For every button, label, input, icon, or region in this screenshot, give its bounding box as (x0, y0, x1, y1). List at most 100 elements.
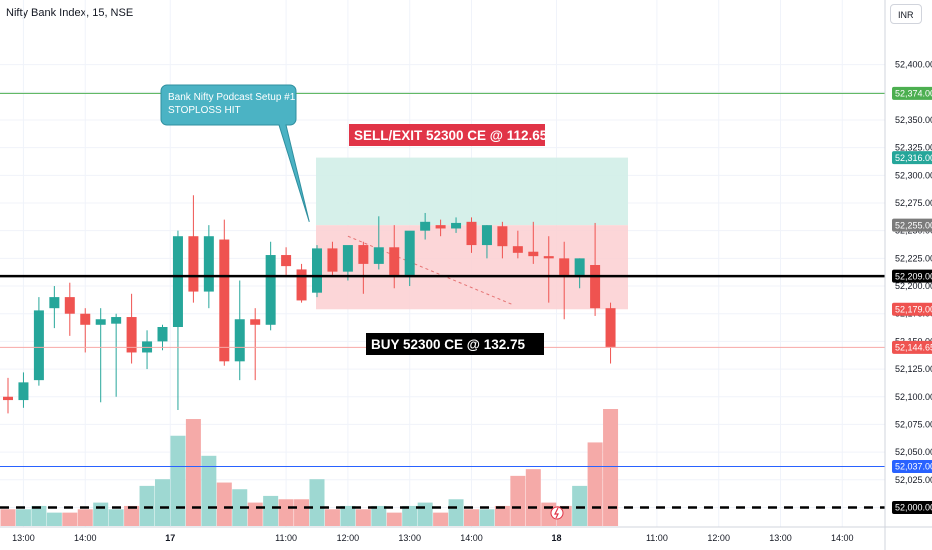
callout-bubble[interactable] (160, 84, 310, 222)
y-tick-label: 52,125.00 (895, 364, 932, 374)
volume-bar (62, 512, 78, 526)
volume-bar (464, 509, 479, 526)
volume-bar (448, 499, 464, 526)
volume-bar (170, 435, 186, 526)
volume-bar (355, 509, 371, 526)
x-tick-label: 18 (551, 533, 561, 543)
sell-label: SELL/EXIT 52300 CE @ 112.65 (354, 128, 548, 143)
x-tick-label: 12:00 (707, 533, 730, 543)
candle-body (157, 327, 168, 342)
price-label: 52,209.00 (895, 271, 932, 281)
y-tick-label: 52,350.00 (895, 115, 932, 125)
candle-body (296, 269, 307, 301)
candle-body (3, 396, 13, 401)
candle-body (605, 308, 616, 347)
volume-bar (587, 442, 603, 526)
price-label-bg (892, 302, 932, 316)
candle-body (389, 247, 400, 275)
candle-body (528, 251, 539, 257)
callout-text: Bank Nifty Podcast Setup #1 (168, 92, 296, 103)
y-tick-label: 52,275.00 (895, 198, 932, 208)
candle-body (574, 258, 585, 275)
y-tick-label: 52,075.00 (895, 419, 932, 429)
price-label-bg (892, 269, 932, 283)
volume-bar (479, 509, 495, 526)
candle-body (18, 382, 29, 401)
volume-bars (0, 409, 619, 526)
volume-bar (603, 409, 619, 526)
volume-bar (232, 489, 248, 526)
volume-bar (294, 499, 310, 526)
x-tick-label: 14:00 (74, 533, 97, 543)
price-label: 52,316.00 (895, 153, 932, 163)
horizontal-lines (0, 92, 885, 509)
price-label: 52,144.65 (895, 343, 932, 353)
volume-bar (124, 505, 140, 526)
candle-body (95, 319, 106, 325)
alert-icon[interactable] (550, 506, 564, 520)
price-label-bg (892, 340, 932, 354)
volume-bar (108, 509, 124, 526)
volume-bar (402, 505, 418, 526)
volume-bar (525, 469, 541, 526)
x-tick-label: 11:00 (275, 533, 297, 543)
candle-body (590, 265, 601, 309)
candle-body (64, 297, 75, 314)
price-label: 52,000.00 (895, 503, 932, 513)
y-tick-label: 52,025.00 (895, 475, 932, 485)
candle-body (312, 248, 322, 293)
volume-bar (309, 479, 325, 526)
y-tick-label: 52,100.00 (895, 392, 932, 402)
candle-body (33, 310, 44, 381)
candle-body (559, 258, 570, 275)
volume-bar (0, 509, 16, 526)
volume-bar (216, 482, 232, 526)
candle-body (188, 236, 199, 292)
price-label: 52,255.00 (895, 220, 932, 230)
y-tick-label: 52,400.00 (895, 60, 932, 70)
currency-button[interactable]: INR (890, 4, 922, 24)
y-tick-label: 52,300.00 (895, 170, 932, 180)
candle-body (466, 221, 477, 246)
candle-body (497, 226, 508, 247)
price-axis[interactable]: 52,000.00 52,025.00 52,050.00 52,075.00 52,1… (884, 0, 932, 550)
candle-body (126, 317, 137, 353)
x-tick-label: 17 (165, 533, 175, 543)
candles (3, 195, 616, 414)
price-label: 52,037.00 (895, 462, 932, 472)
volume-bar (77, 509, 93, 526)
annotations[interactable]: Bank Nifty Podcast Setup #1 STOPLOSS HIT S… (160, 84, 564, 520)
callout-text: STOPLOSS HIT (168, 105, 241, 116)
candle-body (234, 319, 245, 362)
volume-bar (155, 479, 170, 526)
price-label-bg (892, 500, 932, 514)
buy-label: BUY 52300 CE @ 132.75 (371, 337, 526, 352)
candle-body (172, 236, 183, 327)
candle-body (203, 236, 214, 292)
lightning-icon (554, 507, 559, 519)
candle-body (49, 297, 60, 309)
candle-body (435, 225, 446, 229)
candle-body (80, 313, 91, 325)
volume-bar (31, 505, 47, 526)
price-label-bg (892, 460, 932, 473)
time-axis[interactable]: 13:00 14:00 17 11:00 12:00 13:00 14:00 18 11:00 1… (0, 526, 932, 543)
x-tick-label: 12:00 (337, 533, 360, 543)
price-label-bg (892, 218, 932, 232)
sell-label-bg (349, 124, 545, 146)
candle-body (481, 225, 492, 246)
y-tick-label: 52,325.00 (895, 143, 932, 153)
candle-body (358, 245, 369, 264)
volume-bar (93, 502, 109, 526)
price-label: 52,374.00 (895, 89, 932, 99)
candle-body (342, 245, 353, 272)
price-label-bg (892, 86, 932, 100)
volume-bar (324, 509, 340, 526)
volume-bar (386, 512, 402, 526)
candle-body (373, 247, 384, 264)
candle-body (281, 255, 292, 267)
buy-label-bg (366, 333, 544, 355)
x-tick-label: 13:00 (12, 533, 35, 543)
volume-bar (15, 509, 31, 526)
